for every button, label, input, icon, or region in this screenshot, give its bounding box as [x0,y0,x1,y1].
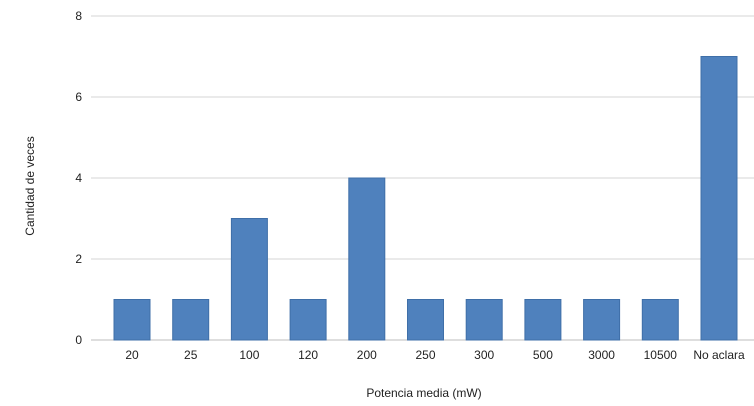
y-tick-label: 2 [75,252,82,266]
bar [230,218,268,341]
x-tick-label: 250 [415,348,435,362]
y-tick-label: 0 [75,333,82,347]
x-tick-label: 100 [239,348,259,362]
x-tick-label: 10500 [644,348,678,362]
bar [348,177,386,341]
y-tick-label: 8 [75,9,82,23]
x-axis-title: Potencia media (mW) [366,386,481,400]
bar [172,299,210,341]
x-tick-label: 500 [533,348,553,362]
gridlines [91,15,754,341]
bar [524,299,562,341]
bar [641,299,679,341]
bar [700,56,738,341]
bar [113,299,151,341]
x-tick-label: 3000 [588,348,615,362]
y-tick-label: 6 [75,90,82,104]
bar [583,299,621,341]
x-tick-label: No aclara [693,348,745,362]
bar [407,299,444,341]
x-tick-label: 120 [298,348,318,362]
bar [465,299,503,341]
y-axis-ticks: 0 2 4 6 8 [75,9,82,347]
y-tick-label: 4 [75,171,82,185]
x-tick-label: 300 [474,348,494,362]
x-tick-label: 25 [184,348,198,362]
x-axis-ticks: 20 25 100 120 200 250 300 500 3000 10500 No aclara [125,348,745,362]
bar [289,299,327,341]
bars [113,56,738,341]
y-axis-title: Cantidad de veces [23,136,37,235]
x-tick-label: 200 [357,348,377,362]
x-tick-label: 20 [125,348,139,362]
